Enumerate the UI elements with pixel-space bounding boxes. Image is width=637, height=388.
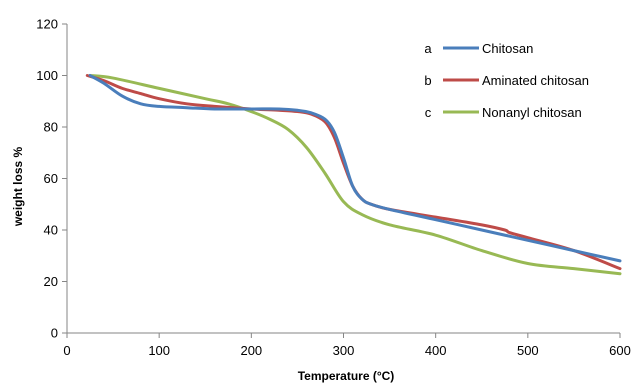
x-tick-label: 500	[517, 343, 539, 358]
x-tick-label: 200	[240, 343, 262, 358]
series-layer	[85, 74, 622, 276]
y-tick-label: 40	[44, 223, 58, 238]
legend-label: Nonanyl chitosan	[482, 105, 582, 120]
x-tick-label: 600	[609, 343, 631, 358]
x-tick-label: 400	[425, 343, 447, 358]
legend-label: Aminated chitosan	[482, 73, 589, 88]
legend-letter: c	[425, 105, 432, 120]
x-tick-label: 0	[63, 343, 70, 358]
y-tick-label: 20	[44, 274, 58, 289]
y-tick-label: 120	[36, 17, 58, 32]
legend-label: Chitosan	[482, 41, 533, 56]
axes: 0 20 40 60 80 100 120 0 100 200 300 400 500 600	[36, 17, 631, 359]
y-tick-label: 0	[51, 326, 58, 341]
x-tick-label: 300	[333, 343, 355, 358]
x-axis-title: Temperature (°C)	[298, 369, 395, 383]
legend-letter: b	[424, 73, 431, 88]
series-line-nonanyl-chitosan	[88, 74, 622, 276]
y-axis-title: weight loss %	[11, 147, 25, 228]
x-tick-label: 100	[148, 343, 170, 358]
legend-letter: a	[424, 41, 432, 56]
legend: a Chitosan b Aminated chitosan c Nonanyl chit…	[424, 41, 589, 120]
y-tick-label: 60	[44, 171, 58, 186]
y-tick-label: 100	[36, 68, 58, 83]
series-line-chitosan	[88, 74, 622, 263]
y-tick-label: 80	[44, 120, 58, 135]
series-line-aminated-chitosan	[85, 74, 622, 271]
